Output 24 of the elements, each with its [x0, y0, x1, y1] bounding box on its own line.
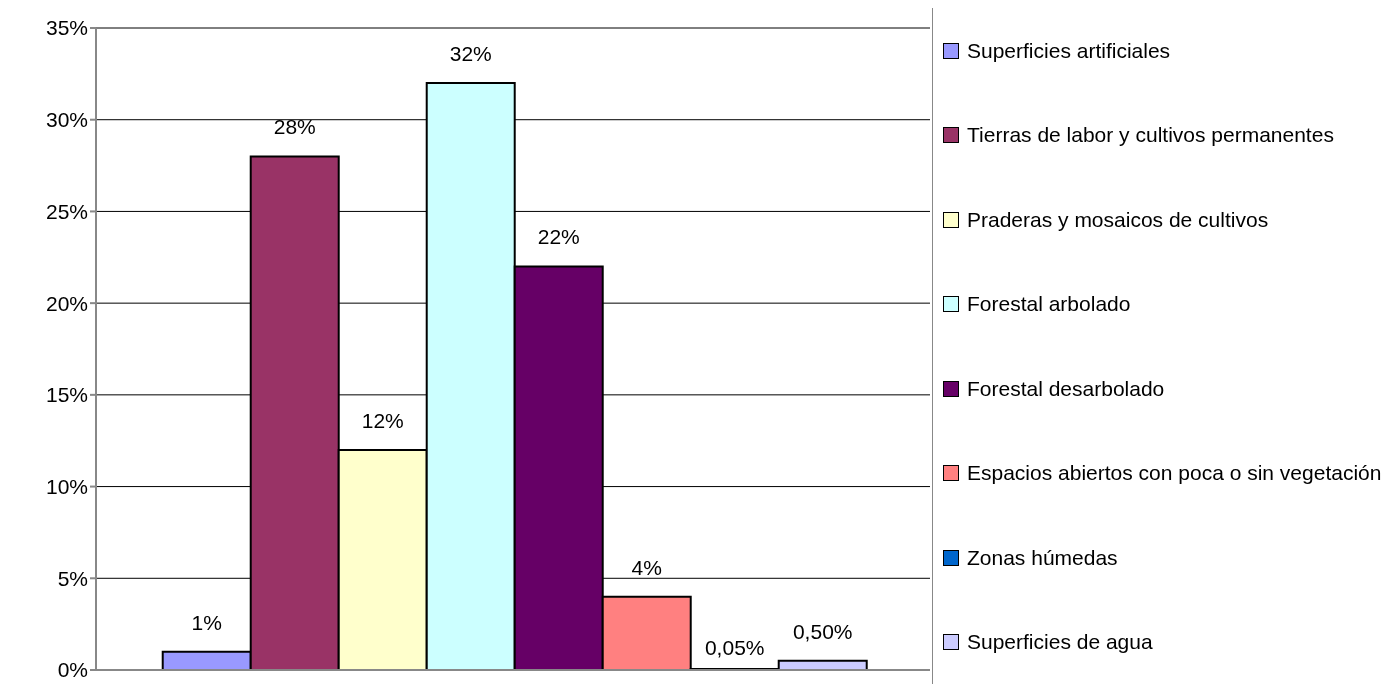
y-tick-label: 25%: [45, 199, 88, 223]
legend-label: Superficies artificiales: [967, 37, 1171, 64]
legend-label: Espacios abiertos con poca o sin vegetación: [967, 460, 1382, 487]
data-label: 1%: [191, 610, 222, 634]
data-label: 4%: [631, 555, 662, 579]
data-label: 0,05%: [704, 636, 765, 660]
y-tick-label: 35%: [45, 16, 88, 40]
legend-label: Forestal arbolado: [967, 291, 1131, 318]
legend-label: Praderas y mosaicos de cultivos: [967, 206, 1269, 233]
data-label: 32%: [449, 42, 492, 66]
y-tick-label: 15%: [45, 383, 88, 407]
data-label: 0,50%: [792, 619, 853, 643]
legend-label: Tierras de labor y cultivos permanentes: [967, 122, 1334, 149]
y-tick-label: 30%: [45, 108, 88, 132]
legend-label: Superficies de agua: [967, 629, 1153, 656]
legend-label: Zonas húmedas: [967, 544, 1118, 571]
y-tick-label: 0%: [57, 658, 88, 682]
data-label: 22%: [537, 225, 580, 249]
y-tick-label: 20%: [45, 291, 88, 315]
y-tick-label: 5%: [57, 566, 88, 590]
y-tick-label: 10%: [45, 475, 88, 499]
data-label: 28%: [273, 115, 316, 139]
data-label: 12%: [361, 408, 404, 432]
legend-label: Forestal desarbolado: [967, 375, 1165, 402]
